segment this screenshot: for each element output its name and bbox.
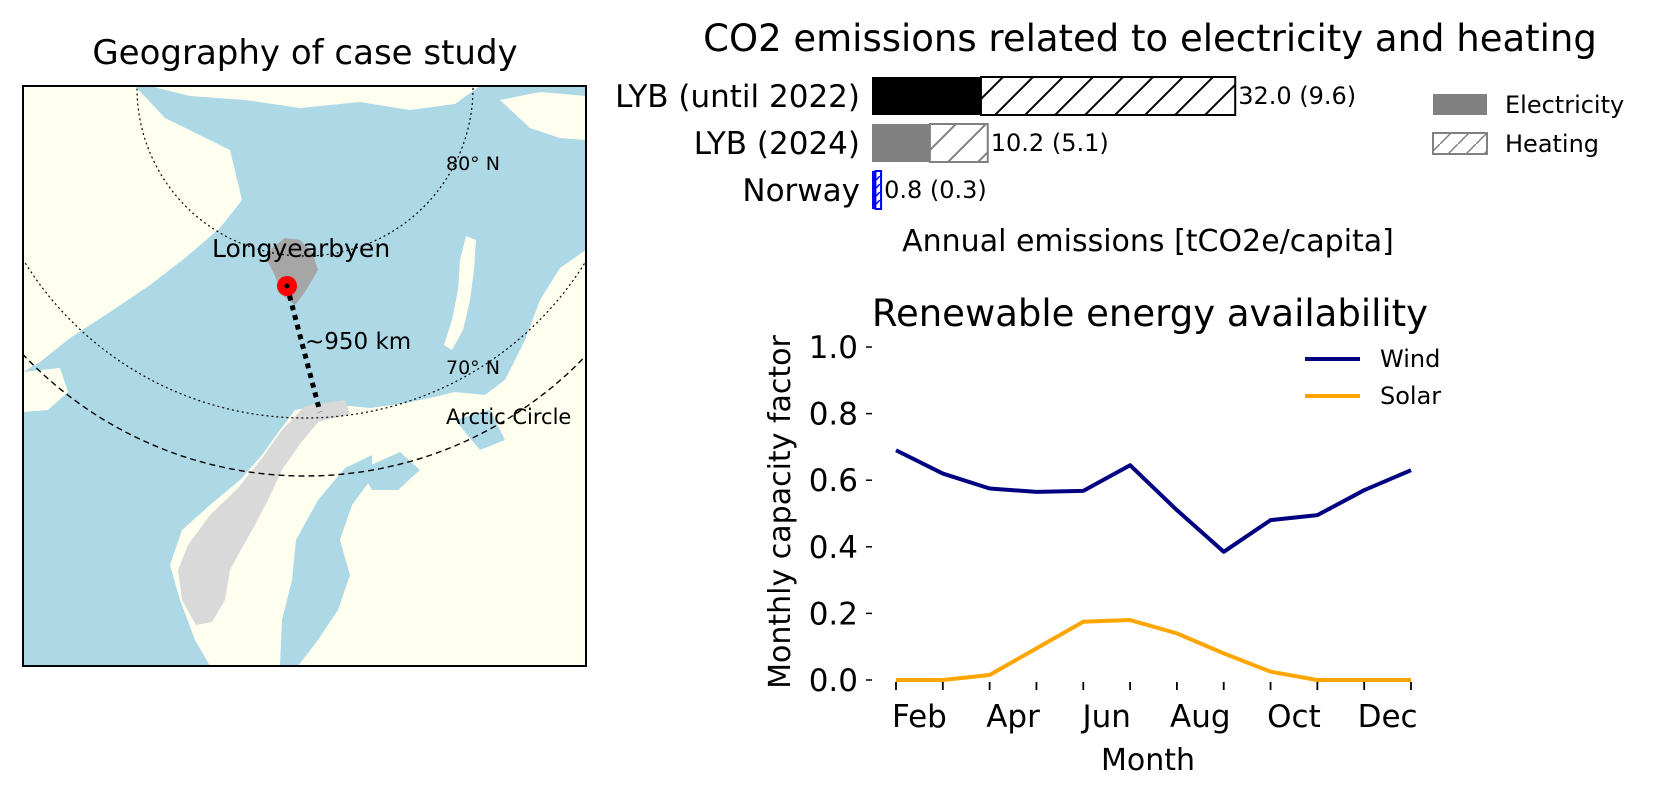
- series-line-solar: [896, 618, 1411, 682]
- bar-data-label: 32.0 (9.6): [1238, 82, 1356, 110]
- bar-category-label: Norway: [742, 173, 860, 209]
- white-sea: [455, 410, 505, 450]
- y-tick-label: 0.6: [809, 463, 858, 499]
- iceland-land: [23, 368, 68, 412]
- legend-label-wind: Wind: [1380, 345, 1440, 373]
- greenland-land: [23, 86, 242, 372]
- legend-label-solar: Solar: [1380, 382, 1441, 410]
- y-tick-label: 0.2: [809, 596, 858, 632]
- label-80n: 80° N: [446, 153, 500, 175]
- line-legend: Wind Solar: [1305, 345, 1441, 410]
- map-area: [23, 86, 586, 666]
- y-tick-label: 1.0: [809, 330, 858, 366]
- x-tick-label: Aug: [1170, 699, 1231, 735]
- legend-swatch-heating: [1432, 132, 1488, 155]
- x-tick-label: Feb: [892, 699, 947, 735]
- bar-chart-xlabel: Annual emissions [tCO2e/capita]: [902, 224, 1394, 259]
- bar-electricity: [872, 124, 930, 162]
- bar-electricity: [872, 77, 981, 115]
- greenland-north-land: [150, 86, 480, 110]
- bar-heating: [928, 123, 989, 163]
- bar-chart: LYB (until 2022) 32.0 (9.6) LYB (2024) 10.2…: [615, 76, 1356, 210]
- legend-swatch-electricity: [1433, 94, 1487, 115]
- x-tick-label: Jun: [1080, 699, 1130, 735]
- baltic-sea: [280, 455, 372, 666]
- distance-line: [284, 285, 323, 413]
- legend-label-heating: Heating: [1505, 130, 1599, 158]
- bar-chart-title: CO2 emissions related to electricity and…: [703, 17, 1597, 60]
- parallel-80-circle: [136, 86, 474, 257]
- y-tick-label: 0.4: [809, 530, 858, 566]
- label-70n: 70° N: [446, 357, 500, 379]
- map-title: Geography of case study: [92, 33, 517, 73]
- label-distance: ~950 km: [305, 329, 411, 355]
- y-tick-label: 0.0: [809, 663, 858, 699]
- bar-legend: Electricity Heating: [1432, 91, 1624, 158]
- y-tick-label: 0.8: [809, 397, 858, 433]
- bar-category-label: LYB (until 2022): [615, 79, 860, 115]
- bar-data-label: 0.8 (0.3): [884, 176, 987, 204]
- line-chart-title: Renewable energy availability: [872, 292, 1428, 335]
- x-tick-label: Dec: [1358, 699, 1418, 735]
- russia-land: [470, 250, 586, 470]
- novaya-zemlya-land: [444, 236, 476, 350]
- legend-label-electricity: Electricity: [1505, 91, 1624, 119]
- bar-heating: [979, 76, 1237, 116]
- bar-category-label: LYB (2024): [694, 126, 860, 162]
- line-chart-ylabel: Monthly capacity factor: [763, 334, 798, 688]
- longyearbyen-dot: [284, 283, 290, 289]
- map-frame: [22, 85, 587, 667]
- norway-highlight: [178, 400, 350, 625]
- label-longyearbyen: Longyearbyen: [212, 234, 390, 263]
- franz-josef-land: [500, 92, 586, 140]
- x-tick-label: Oct: [1267, 699, 1321, 735]
- gulf-bothnia: [360, 452, 420, 490]
- line-chart-xlabel: Month: [1101, 743, 1195, 778]
- bar-electricity: [872, 171, 876, 209]
- label-arctic-circle: Arctic Circle: [446, 405, 571, 429]
- series-line-wind: [895, 448, 1412, 554]
- line-chart: 0.0 0.2 0.4 0.6 0.8 1.0 Feb Apr Jun Aug Oct Dec: [809, 330, 1418, 735]
- bar-heating: [874, 170, 883, 210]
- x-tick-label: Apr: [986, 699, 1040, 735]
- bar-data-label: 10.2 (5.1): [991, 129, 1109, 157]
